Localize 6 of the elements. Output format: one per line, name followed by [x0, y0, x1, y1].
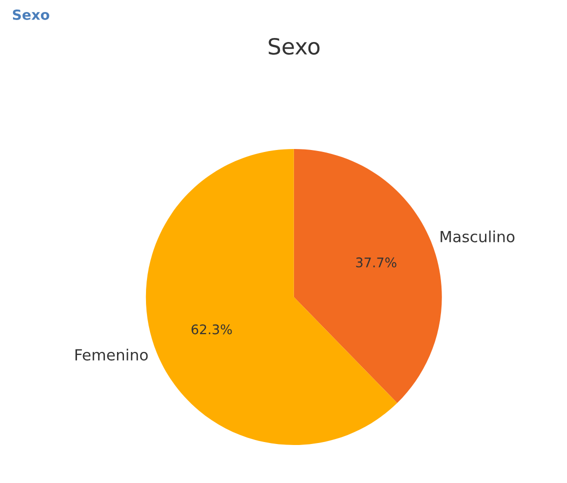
chart-title: Sexo: [268, 38, 320, 55]
data-label: 62.3%: [192, 324, 232, 334]
slice-label: Masculino: [440, 230, 514, 242]
data-label: 37.7%: [356, 257, 396, 268]
slice-label: Femenino: [75, 348, 148, 361]
text: Sexo: [12, 9, 50, 20]
